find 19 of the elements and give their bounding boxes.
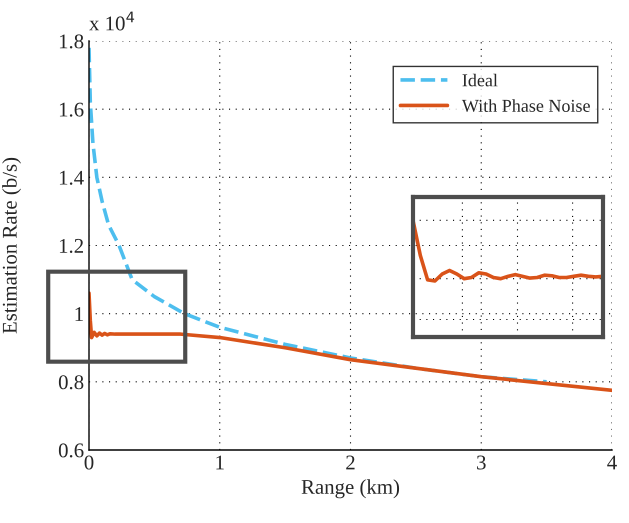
x-axis-title: Range (km) xyxy=(302,479,400,498)
legend-label: With Phase Noise xyxy=(462,99,590,112)
legend-label: Ideal xyxy=(462,74,498,86)
line-series xyxy=(89,291,612,392)
y-tick-label: 1.4 xyxy=(60,170,84,185)
line-series xyxy=(89,46,548,384)
x-tick-label: 1 xyxy=(216,456,224,470)
x-tick-label: 4 xyxy=(607,456,617,470)
x-tick-label: 2 xyxy=(346,456,355,470)
y-tick-label: 1.8 xyxy=(60,34,84,49)
y-axis-title: Estimation Rate (b/s) xyxy=(2,158,22,334)
text: x 10$^{4}$ xyxy=(89,12,134,30)
y-tick-label: 0.8 xyxy=(58,375,84,390)
x-tick-label: 0 xyxy=(84,455,94,470)
x-tick-label: 3 xyxy=(477,456,486,470)
y-tick-label: 0.6 xyxy=(58,443,84,458)
y-tick-label: 1.2 xyxy=(60,238,83,254)
y-tick-label: 1.6 xyxy=(60,102,84,117)
y-tick-label: 1 xyxy=(76,307,83,321)
